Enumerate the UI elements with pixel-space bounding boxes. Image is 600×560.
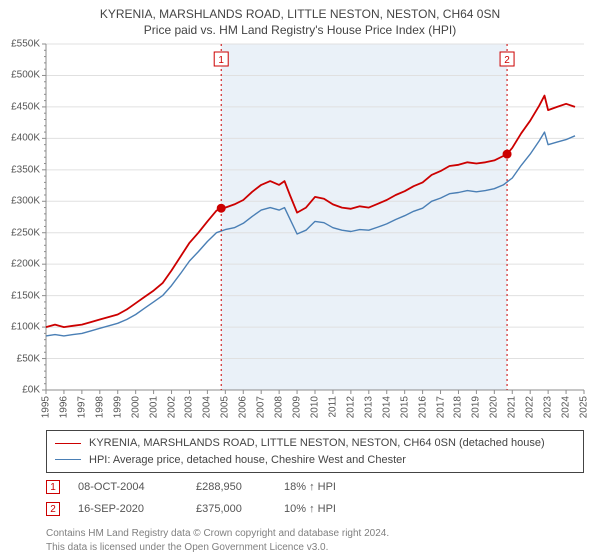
y-tick-label: £400K [0,133,40,144]
title-line-2: Price paid vs. HM Land Registry's House … [0,22,600,38]
x-tick-label: 2024 [561,396,572,418]
y-tick-label: £0K [0,385,40,396]
x-tick-label: 2001 [148,396,159,418]
x-tick-label: 1995 [41,396,52,418]
y-tick-label: £550K [0,39,40,50]
x-tick-label: 2008 [274,396,285,418]
x-tick-label: 1997 [76,396,87,418]
sale-marker-badge-2: 2 [46,502,60,516]
chart-title: KYRENIA, MARSHLANDS ROAD, LITTLE NESTON,… [0,0,600,38]
x-tick-label: 2006 [238,396,249,418]
x-tick-label: 2023 [543,396,554,418]
y-tick-label: £300K [0,196,40,207]
x-tick-label: 2007 [256,396,267,418]
x-tick-label: 2002 [166,396,177,418]
y-tick-label: £250K [0,227,40,238]
footer-line-2: This data is licensed under the Open Gov… [46,541,389,555]
x-tick-label: 2004 [202,396,213,418]
legend-swatch-price [55,443,81,444]
sale-marker-diff-1: 18% ↑ HPI [284,481,384,493]
x-tick-label: 2009 [292,396,303,418]
legend: KYRENIA, MARSHLANDS ROAD, LITTLE NESTON,… [46,430,584,473]
y-tick-label: £150K [0,290,40,301]
x-tick-label: 2018 [453,396,464,418]
x-tick-label: 2016 [417,396,428,418]
footer-line-1: Contains HM Land Registry data © Crown c… [46,527,389,541]
x-tick-label: 2022 [525,396,536,418]
legend-label-hpi: HPI: Average price, detached house, Ches… [89,452,406,469]
sale-marker-index-2: 2 [50,504,56,515]
chart-container: KYRENIA, MARSHLANDS ROAD, LITTLE NESTON,… [0,0,600,560]
x-tick-label: 2015 [399,396,410,418]
legend-label-price: KYRENIA, MARSHLANDS ROAD, LITTLE NESTON,… [89,435,545,452]
sale-marker-table: 1 08-OCT-2004 £288,950 18% ↑ HPI 2 16-SE… [46,476,584,520]
x-tick-label: 1998 [94,396,105,418]
legend-item-price: KYRENIA, MARSHLANDS ROAD, LITTLE NESTON,… [55,435,575,452]
svg-text:1: 1 [218,55,224,66]
x-tick-label: 2014 [381,396,392,418]
sale-marker-index-1: 1 [50,482,56,493]
title-line-1: KYRENIA, MARSHLANDS ROAD, LITTLE NESTON,… [0,6,600,22]
x-tick-label: 2012 [345,396,356,418]
x-tick-label: 1996 [58,396,69,418]
plot-svg: 12 [46,44,584,390]
x-tick-label: 2021 [507,396,518,418]
y-tick-label: £450K [0,101,40,112]
x-tick-label: 2025 [579,396,590,418]
sale-marker-diff-2: 10% ↑ HPI [284,503,384,515]
x-tick-label: 2010 [310,396,321,418]
y-tick-label: £50K [0,353,40,364]
y-tick-label: £500K [0,70,40,81]
sale-marker-price-1: £288,950 [196,481,266,493]
svg-text:2: 2 [504,55,510,66]
sale-marker-row-1: 1 08-OCT-2004 £288,950 18% ↑ HPI [46,476,584,498]
x-tick-label: 2005 [220,396,231,418]
legend-swatch-hpi [55,459,81,460]
x-tick-label: 2011 [327,396,338,418]
y-tick-label: £100K [0,322,40,333]
x-tick-label: 2017 [435,396,446,418]
sale-marker-badge-1: 1 [46,480,60,494]
sale-marker-price-2: £375,000 [196,503,266,515]
sale-marker-date-2: 16-SEP-2020 [78,503,178,515]
x-tick-label: 2020 [489,396,500,418]
plot-area: 12 £0K£50K£100K£150K£200K£250K£300K£350K… [46,44,584,390]
x-tick-label: 2013 [363,396,374,418]
x-tick-label: 2019 [471,396,482,418]
legend-item-hpi: HPI: Average price, detached house, Ches… [55,452,575,469]
x-tick-label: 1999 [112,396,123,418]
x-tick-label: 2000 [130,396,141,418]
footer: Contains HM Land Registry data © Crown c… [46,527,389,554]
sale-marker-row-2: 2 16-SEP-2020 £375,000 10% ↑ HPI [46,498,584,520]
y-tick-label: £200K [0,259,40,270]
x-tick-label: 2003 [184,396,195,418]
y-tick-label: £350K [0,164,40,175]
sale-marker-date-1: 08-OCT-2004 [78,481,178,493]
